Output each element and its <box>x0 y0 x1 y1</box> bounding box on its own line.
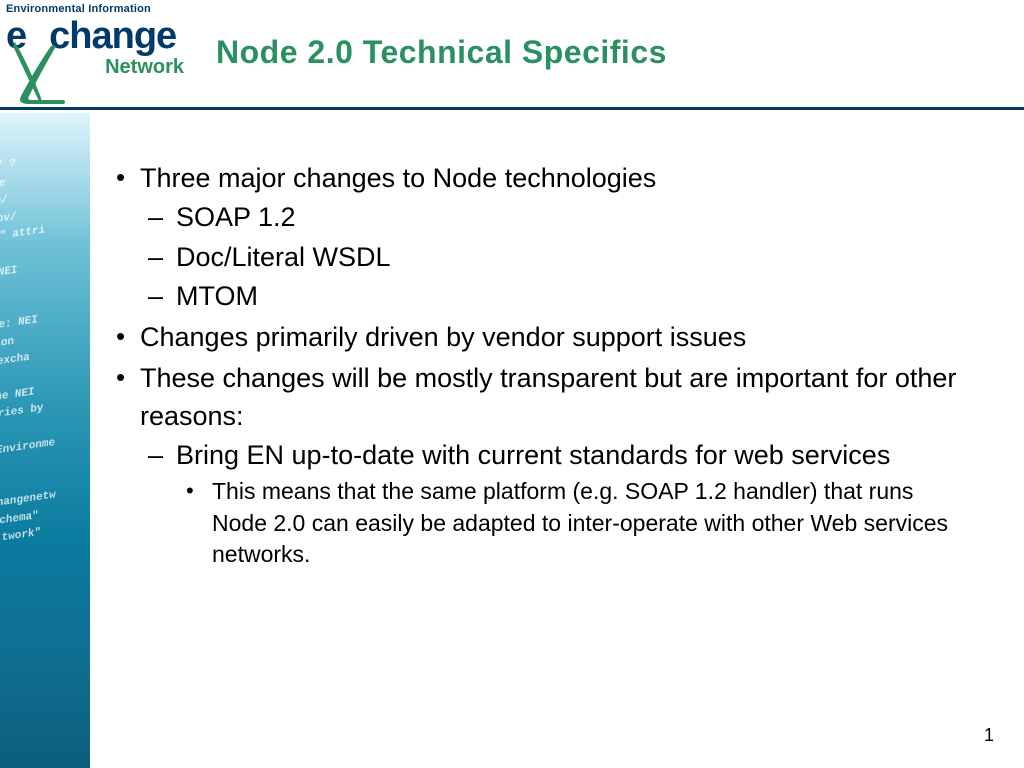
bullet-level2: SOAP 1.2 <box>140 199 960 236</box>
decorative-side-strip: ="UTF-8" ? ://www.e .w3.org/ .epa.gov/ l… <box>0 113 90 768</box>
bullet-level1: These changes will be mostly transparent… <box>110 360 960 571</box>
logo: Environmental Information e change Netwo… <box>0 0 200 100</box>
bullet-level2: Doc/Literal WSDL <box>140 239 960 276</box>
bullet-level1: Changes primarily driven by vendor suppo… <box>110 319 960 356</box>
logo-tagline: Environmental Information <box>0 0 200 15</box>
bullet-level2: Bring EN up-to-date with current standar… <box>140 437 960 571</box>
logo-word-change: change <box>49 15 176 57</box>
bullet-level1: Three major changes to Node technologies… <box>110 160 960 315</box>
bullet-text: This means that the same platform (e.g. … <box>212 478 948 567</box>
bullet-text: Three major changes to Node technologies <box>140 163 656 193</box>
bullet-level3: This means that the same platform (e.g. … <box>176 476 960 571</box>
slide-header: Environmental Information e change Netwo… <box>0 0 1024 110</box>
bullet-text: Doc/Literal WSDL <box>176 242 391 272</box>
bullet-text: SOAP 1.2 <box>176 202 296 232</box>
bullet-text: Changes primarily driven by vendor suppo… <box>140 322 746 352</box>
bullet-text: These changes will be mostly transparent… <box>140 363 956 430</box>
strip-code-text: ="UTF-8" ? ://www.e .w3.org/ .epa.gov/ l… <box>0 152 90 548</box>
page-number: 1 <box>984 725 994 746</box>
bullet-text: Bring EN up-to-date with current standar… <box>176 440 890 470</box>
bullet-text: MTOM <box>176 281 258 311</box>
bullet-level2: MTOM <box>140 278 960 315</box>
slide-title: Node 2.0 Technical Specifics <box>216 34 667 71</box>
slide-body: Three major changes to Node technologies… <box>110 160 960 575</box>
logo-wordmark: e change Network <box>0 15 200 79</box>
